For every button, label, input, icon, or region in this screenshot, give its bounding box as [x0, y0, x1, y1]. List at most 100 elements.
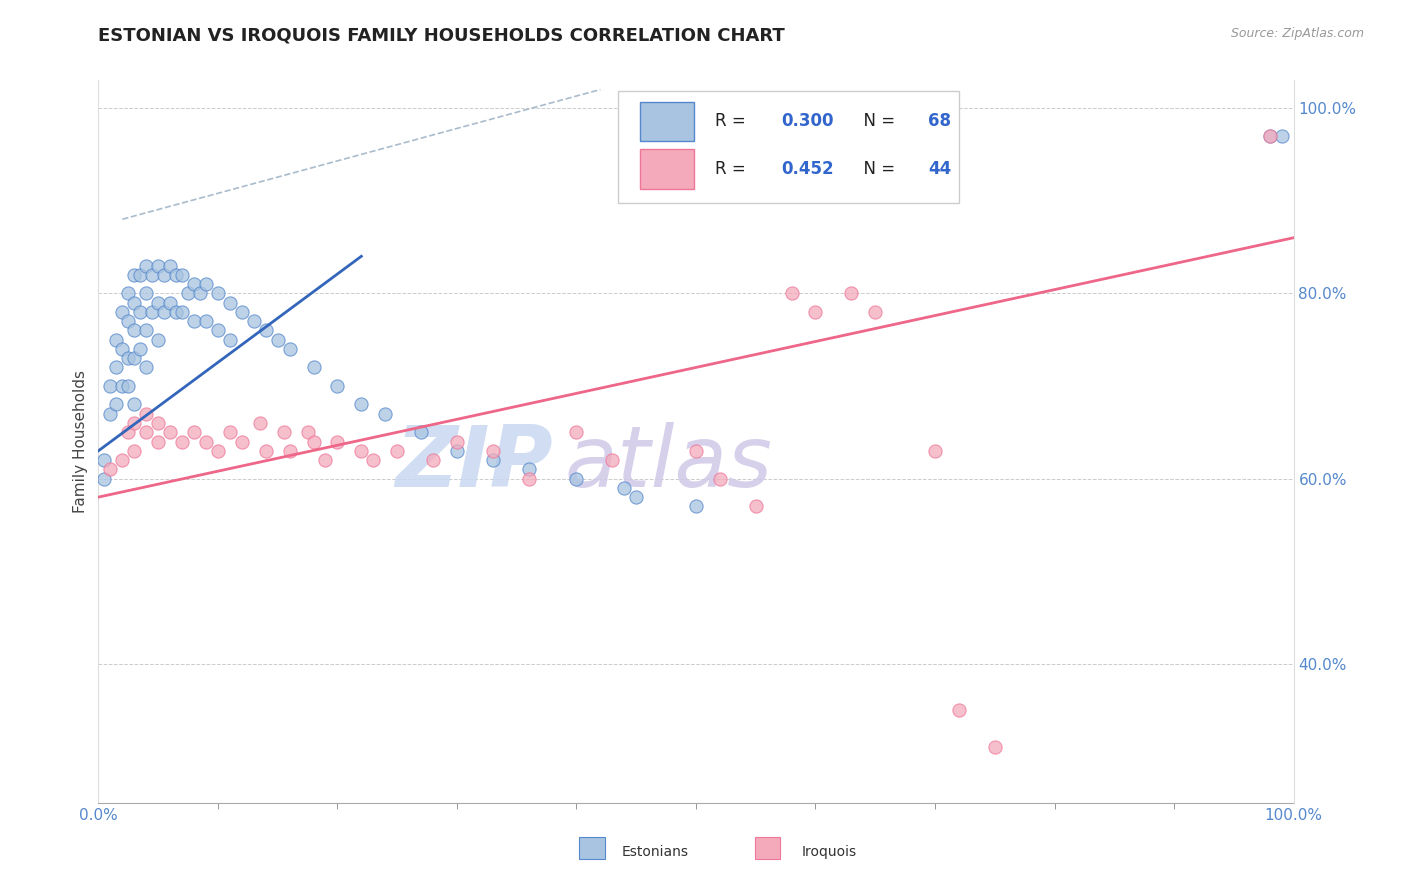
Point — [183, 277, 205, 291]
Point — [278, 342, 301, 356]
Point — [243, 314, 266, 328]
Point — [129, 305, 152, 319]
Point — [159, 295, 181, 310]
Point — [105, 360, 128, 375]
Point — [117, 314, 139, 328]
Point — [481, 443, 505, 458]
Point — [254, 323, 277, 337]
Point — [98, 462, 122, 476]
Point — [446, 434, 468, 449]
Point — [517, 472, 540, 486]
Point — [159, 259, 181, 273]
Point — [195, 277, 218, 291]
Point — [302, 434, 325, 449]
Point — [219, 425, 242, 440]
Point — [124, 268, 146, 282]
Point — [326, 434, 349, 449]
Point — [124, 443, 146, 458]
Text: Source: ZipAtlas.com: Source: ZipAtlas.com — [1230, 27, 1364, 40]
Text: R =: R = — [716, 112, 751, 130]
Point — [159, 425, 181, 440]
Point — [93, 453, 115, 467]
Point — [98, 407, 122, 421]
Point — [172, 434, 194, 449]
Point — [249, 416, 271, 430]
Point — [135, 259, 157, 273]
Point — [117, 351, 139, 366]
Point — [148, 259, 170, 273]
Point — [117, 425, 139, 440]
Point — [135, 360, 157, 375]
Point — [297, 425, 319, 440]
Point — [326, 379, 349, 393]
Point — [111, 342, 134, 356]
Text: ESTONIAN VS IROQUOIS FAMILY HOUSEHOLDS CORRELATION CHART: ESTONIAN VS IROQUOIS FAMILY HOUSEHOLDS C… — [98, 27, 785, 45]
Point — [302, 360, 325, 375]
Point — [363, 453, 385, 467]
Text: Estonians: Estonians — [621, 845, 689, 859]
Point — [111, 453, 134, 467]
Point — [165, 268, 187, 282]
Point — [411, 425, 433, 440]
Point — [685, 500, 707, 514]
Text: Iroquois: Iroquois — [801, 845, 856, 859]
Point — [865, 305, 887, 319]
Point — [565, 425, 588, 440]
Point — [135, 407, 157, 421]
Text: ZIP: ZIP — [395, 422, 553, 505]
Point — [124, 295, 146, 310]
Point — [350, 443, 373, 458]
Point — [135, 425, 157, 440]
Point — [254, 443, 277, 458]
Point — [124, 397, 146, 411]
Point — [841, 286, 863, 301]
Point — [626, 490, 648, 504]
Point — [422, 453, 444, 467]
Point — [129, 342, 152, 356]
Point — [148, 434, 170, 449]
Point — [278, 443, 301, 458]
Point — [685, 443, 707, 458]
Point — [148, 333, 170, 347]
Point — [219, 295, 242, 310]
Point — [924, 443, 946, 458]
Point — [165, 305, 187, 319]
Point — [195, 314, 218, 328]
Point — [517, 462, 540, 476]
Point — [350, 397, 373, 411]
Point — [602, 453, 624, 467]
FancyBboxPatch shape — [640, 149, 693, 189]
Point — [177, 286, 200, 301]
Point — [141, 268, 163, 282]
Point — [481, 453, 505, 467]
Point — [124, 351, 146, 366]
Point — [207, 443, 229, 458]
Point — [315, 453, 337, 467]
Point — [565, 472, 588, 486]
Point — [98, 379, 122, 393]
Point — [117, 379, 139, 393]
Point — [780, 286, 803, 301]
Point — [117, 286, 139, 301]
Point — [984, 740, 1007, 755]
Point — [129, 268, 152, 282]
Point — [207, 323, 229, 337]
Point — [93, 472, 115, 486]
Point — [172, 268, 194, 282]
Point — [111, 305, 134, 319]
Text: N =: N = — [852, 161, 900, 178]
Text: 44: 44 — [928, 161, 950, 178]
Point — [231, 305, 253, 319]
Point — [745, 500, 768, 514]
Point — [148, 295, 170, 310]
Point — [1271, 128, 1294, 143]
Text: 0.452: 0.452 — [780, 161, 834, 178]
Point — [124, 416, 146, 430]
Point — [105, 397, 128, 411]
Text: N =: N = — [852, 112, 900, 130]
FancyBboxPatch shape — [640, 102, 693, 141]
Point — [183, 425, 205, 440]
Point — [188, 286, 211, 301]
Point — [135, 323, 157, 337]
Text: R =: R = — [716, 161, 751, 178]
